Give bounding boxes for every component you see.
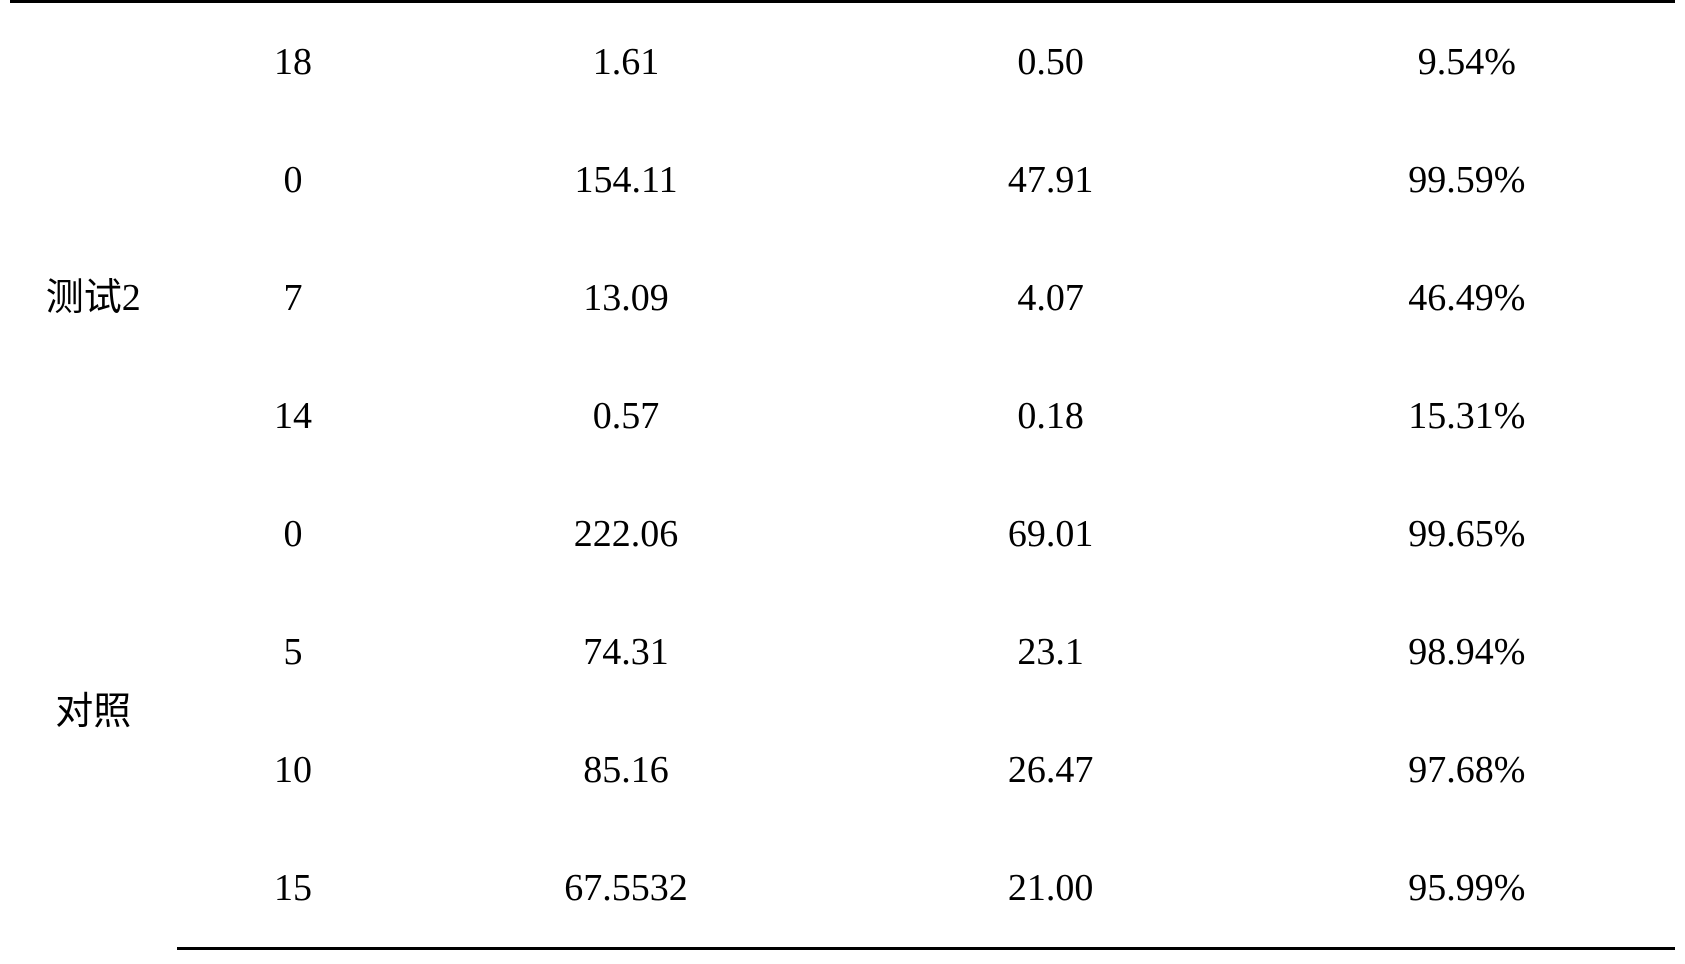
cell-c3: 0.18 bbox=[842, 357, 1258, 475]
table-row: 18 1.61 0.50 9.54% bbox=[10, 2, 1675, 122]
cell-c1: 14 bbox=[177, 357, 410, 475]
row-group-label bbox=[10, 2, 177, 122]
table-row: 对照 0 222.06 69.01 99.65% bbox=[10, 475, 1675, 593]
table-row: 7 13.09 4.07 46.49% bbox=[10, 239, 1675, 357]
cell-c2: 154.11 bbox=[410, 121, 843, 239]
cell-c1: 7 bbox=[177, 239, 410, 357]
cell-c3: 47.91 bbox=[842, 121, 1258, 239]
cell-c4: 99.59% bbox=[1259, 121, 1675, 239]
cell-c3: 69.01 bbox=[842, 475, 1258, 593]
cell-c4: 95.99% bbox=[1259, 829, 1675, 949]
row-group-label: 对照 bbox=[10, 475, 177, 949]
cell-c2: 13.09 bbox=[410, 239, 843, 357]
cell-c4: 98.94% bbox=[1259, 593, 1675, 711]
cell-c2: 85.16 bbox=[410, 711, 843, 829]
cell-c4: 46.49% bbox=[1259, 239, 1675, 357]
data-table: 18 1.61 0.50 9.54% 测试2 0 154.11 47.91 99… bbox=[10, 0, 1675, 950]
cell-c2: 0.57 bbox=[410, 357, 843, 475]
table-row: 10 85.16 26.47 97.68% bbox=[10, 711, 1675, 829]
cell-c1: 0 bbox=[177, 121, 410, 239]
table-row: 15 67.5532 21.00 95.99% bbox=[10, 829, 1675, 949]
cell-c3: 26.47 bbox=[842, 711, 1258, 829]
cell-c2: 1.61 bbox=[410, 2, 843, 122]
cell-c2: 67.5532 bbox=[410, 829, 843, 949]
cell-c1: 15 bbox=[177, 829, 410, 949]
cell-c1: 10 bbox=[177, 711, 410, 829]
cell-c1: 18 bbox=[177, 2, 410, 122]
cell-c3: 21.00 bbox=[842, 829, 1258, 949]
table-row: 5 74.31 23.1 98.94% bbox=[10, 593, 1675, 711]
data-table-container: 18 1.61 0.50 9.54% 测试2 0 154.11 47.91 99… bbox=[0, 0, 1685, 964]
cell-c4: 15.31% bbox=[1259, 357, 1675, 475]
cell-c1: 0 bbox=[177, 475, 410, 593]
cell-c4: 99.65% bbox=[1259, 475, 1675, 593]
cell-c3: 4.07 bbox=[842, 239, 1258, 357]
cell-c2: 222.06 bbox=[410, 475, 843, 593]
cell-c3: 0.50 bbox=[842, 2, 1258, 122]
table-row: 测试2 0 154.11 47.91 99.59% bbox=[10, 121, 1675, 239]
cell-c3: 23.1 bbox=[842, 593, 1258, 711]
row-group-label: 测试2 bbox=[10, 121, 177, 475]
cell-c2: 74.31 bbox=[410, 593, 843, 711]
cell-c1: 5 bbox=[177, 593, 410, 711]
cell-c4: 9.54% bbox=[1259, 2, 1675, 122]
cell-c4: 97.68% bbox=[1259, 711, 1675, 829]
table-row: 14 0.57 0.18 15.31% bbox=[10, 357, 1675, 475]
